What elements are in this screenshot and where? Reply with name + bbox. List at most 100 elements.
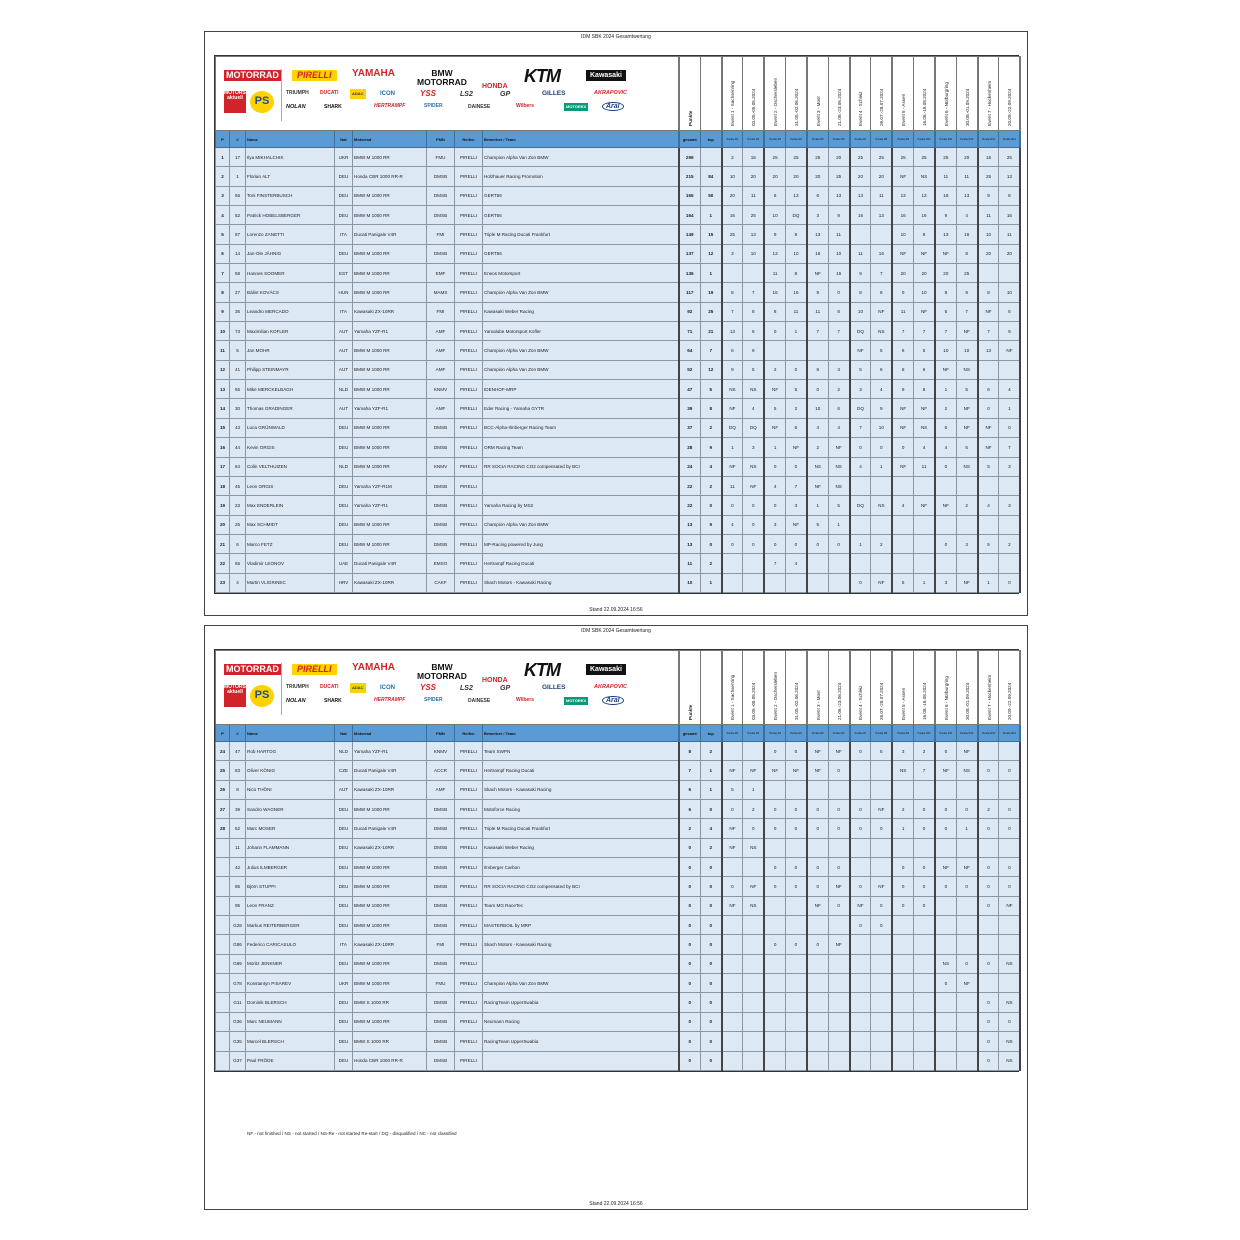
top-value: 0 (700, 1050, 723, 1071)
points-header-cell: Punkte (678, 56, 701, 131)
nationality: DEU (334, 243, 353, 265)
total-points: 0 (678, 1031, 701, 1052)
race-result: 25 (891, 146, 915, 168)
rider-number: 23 (229, 495, 246, 516)
abbreviation-legend: NF - not finished / NS - not started / N… (247, 1131, 457, 1136)
event-name-cell: Event 6 - Nürburgring (934, 650, 957, 725)
race-result: 11 (998, 224, 1022, 245)
sponsor-logo-adac: ADAC (350, 89, 366, 99)
rider-name: Marco FETZ (245, 533, 335, 555)
team: Kawasaki Weber Racing (482, 837, 680, 859)
race-result: 4 (913, 437, 936, 458)
rider-name: Martin VLIGRINEC (245, 572, 335, 593)
event-dates-cell: 30.08.-01.09.2024 (955, 650, 979, 725)
race-result (955, 514, 979, 535)
race-result: 0 (849, 818, 872, 839)
race-result: 4 (806, 417, 829, 439)
motorcycle: BMW M 1000 RR (352, 973, 427, 994)
sponsor-logo-spider: SPIDER (424, 103, 443, 109)
race-result (785, 779, 808, 801)
race-result (806, 553, 829, 574)
race-result: NF (934, 495, 957, 516)
column-header-team: Bewerber / Team (482, 724, 680, 742)
total-points: 8 (678, 740, 701, 762)
column-header-team: Bewerber / Team (482, 130, 680, 148)
rider-number: G36 (229, 1011, 246, 1033)
race-result: 2 (742, 799, 766, 820)
race-result: 0 (977, 760, 1000, 781)
nationality: HRV (334, 572, 353, 593)
race-result: NF (870, 876, 894, 897)
race-result (763, 1031, 787, 1052)
race-result: 25 (934, 146, 957, 168)
race-result: 3 (934, 572, 957, 593)
rider-number: 11 (229, 837, 246, 859)
race-result (977, 779, 1000, 801)
race-result: NF (955, 572, 979, 593)
race-result: NF (934, 243, 957, 265)
race-result: 11 (763, 263, 787, 284)
position: 4 (215, 205, 230, 226)
tyre-brand: PIRELLI (454, 475, 483, 497)
race-result: 3 (720, 243, 744, 265)
column-header-no: # (229, 130, 246, 148)
race-result: 2 (955, 495, 979, 516)
race-result: 8 (977, 282, 1000, 303)
sponsor-logo-arai: Arai (602, 696, 624, 705)
race-result: 9 (806, 282, 829, 303)
position: 12 (215, 359, 230, 381)
team: Champion Alpha Van Zon BMW (482, 359, 680, 381)
race-result (742, 740, 766, 762)
motorcycle: Ducati Panigale V4R (352, 760, 427, 781)
event-dates-cell: 20.09.-22.09.2024 (998, 56, 1022, 131)
column-header-fmn: FMN (426, 130, 455, 148)
top-header-cell (700, 650, 723, 725)
rider-name: Julius ILMBERGER (245, 857, 335, 878)
federation: EMSO (426, 553, 455, 574)
table-row: 25 83 Oliver KÖNIG CZE Ducati Panigale V4R AC… (215, 760, 1022, 781)
race-result: 1 (998, 398, 1022, 419)
race-result: 6 (955, 437, 979, 458)
race-result: NF (870, 301, 894, 323)
tyre-brand: PIRELLI (454, 263, 483, 284)
race-result: NF (785, 514, 808, 535)
column-header-bike: Motorrad (352, 724, 427, 742)
race-result (934, 475, 957, 497)
nationality: HUN (334, 282, 353, 303)
race-result: 0 (934, 533, 957, 555)
nationality: NLD (334, 379, 353, 400)
top-value: 1 (700, 572, 723, 593)
race-result (977, 359, 1000, 381)
total-points: 52 (678, 359, 701, 381)
race-result: NF (977, 301, 1000, 323)
race-result: NF (849, 340, 872, 361)
total-points: 0 (678, 973, 701, 994)
total-points: 0 (678, 876, 701, 897)
race-result: 2 (934, 398, 957, 419)
table-row: 14 30 Thomas GRADINGER AUT Yamaha YZF-R1 AMF P… (215, 398, 1022, 419)
race-result (827, 973, 851, 994)
race-result (806, 992, 829, 1013)
total-points: 0 (678, 1011, 701, 1033)
race-result (870, 837, 894, 859)
race-result: 8 (870, 282, 894, 303)
race-result: 9 (763, 224, 787, 245)
team: Hertrampf Racing Ducati (482, 760, 680, 781)
race-result (998, 475, 1022, 497)
race-result: 0 (934, 818, 957, 839)
rider-number: 45 (229, 475, 246, 497)
race-result (934, 895, 957, 917)
federation: DMSB (426, 876, 455, 897)
race-result: 20 (870, 166, 894, 187)
race-result: 0 (998, 876, 1022, 897)
race-result: 0 (827, 760, 851, 781)
sponsor-logo-motorrad: MOTORRAD (224, 70, 281, 81)
race-result: NF (870, 572, 894, 593)
tyre-brand: PIRELLI (454, 340, 483, 361)
table-row: 21 6 Marco FETZ DEU BMW M 1000 RR DMSB PIRELLI… (215, 533, 1022, 555)
race-result (763, 1011, 787, 1033)
race-result: 0 (870, 895, 894, 917)
race-result: 8 (720, 282, 744, 303)
page-title: IDM SBK 2024 Gesamtwertung (581, 628, 651, 634)
race-result: 1 (849, 533, 872, 555)
